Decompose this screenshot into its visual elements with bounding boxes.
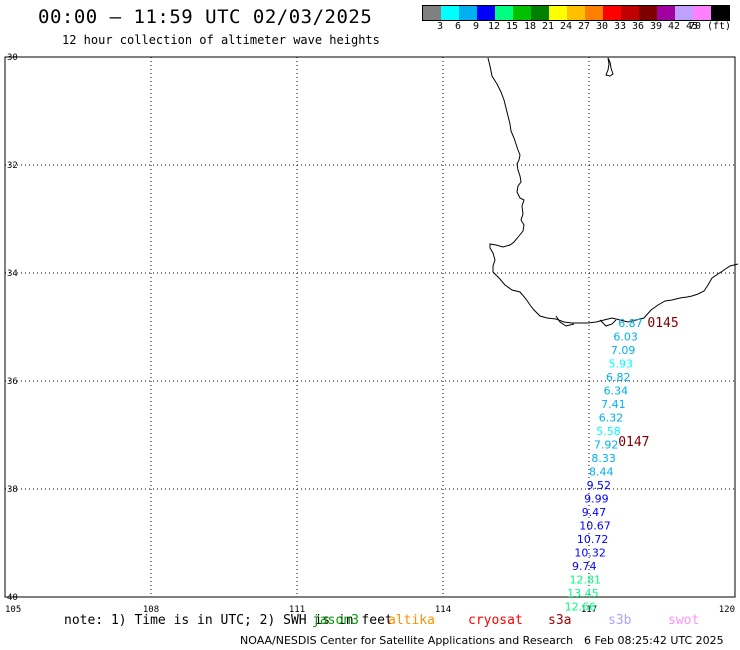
legend-label: 45 <box>685 21 699 32</box>
legend-label: 18 <box>523 21 537 32</box>
legend-swatch <box>711 6 729 20</box>
legend-swatch <box>693 6 711 20</box>
map-frame <box>4 56 736 598</box>
wave-height-value: 9.99 <box>584 493 609 506</box>
coastline <box>487 57 739 324</box>
wave-height-value: 6.32 <box>599 412 624 425</box>
wave-height-value: 10.32 <box>574 547 606 560</box>
legend-label: 9 <box>472 21 480 32</box>
legend-swatch <box>549 6 567 20</box>
lat-tick-label: 30 <box>7 53 18 63</box>
legend-label: 24 <box>559 21 573 32</box>
legend-swatch <box>639 6 657 20</box>
wave-height-value: 9.47 <box>582 506 607 519</box>
legend-label: 3 <box>436 21 444 32</box>
lat-tick-label: 38 <box>7 485 18 495</box>
legend-label: 36 <box>631 21 645 32</box>
island-outline <box>605 57 614 77</box>
wave-height-value: 5.58 <box>596 425 621 438</box>
lat-tick-label: 34 <box>7 269 18 279</box>
lon-tick-label: 120 <box>719 605 735 615</box>
satellite-jason3-label: jason3 <box>312 613 359 628</box>
satellite-altika-label: altika <box>388 613 435 628</box>
wave-height-value: 6.82 <box>606 371 631 384</box>
map-grid <box>4 56 736 598</box>
wave-height-value: 13.45 <box>567 587 599 600</box>
credit-text: NOAA/NESDIS Center for Satellite Applica… <box>240 634 574 647</box>
coastline-inlet <box>555 315 617 327</box>
legend-label: 12 <box>487 21 501 32</box>
legend-swatch <box>603 6 621 20</box>
lon-tick-label: 111 <box>289 605 305 615</box>
wave-height-value: 10.67 <box>579 520 611 533</box>
lon-tick-label: 114 <box>435 605 451 615</box>
wave-height-value: 8.33 <box>591 452 616 465</box>
wave-height-value: 6.34 <box>604 385 629 398</box>
track-time-label: 0147 <box>618 435 649 450</box>
wave-height-labels: 6.876.037.095.936.826.347.416.325.587.92… <box>565 317 643 614</box>
page-subtitle: 12 hour collection of altimeter wave hei… <box>62 33 380 47</box>
satellite-s3b-label: s3b <box>608 613 632 628</box>
legend-label: 21 <box>541 21 555 32</box>
wave-height-value: 6.03 <box>613 331 638 344</box>
satellite-cryosat-label: cryosat <box>468 613 523 628</box>
wave-height-value: 5.93 <box>608 358 633 371</box>
color-legend-labels: 3 6 9 12 15 18 21 24 27 30 33 36 39 42 45 70 (ft) <box>422 21 740 33</box>
axis-ticks: 30 32 34 36 38 40 105 108 111 114 117 120 <box>5 53 735 615</box>
satellite-s3a-label: s3a <box>548 613 572 628</box>
legend-swatch <box>657 6 675 20</box>
wave-height-value: 9.52 <box>587 479 612 492</box>
legend-swatch <box>567 6 585 20</box>
wave-height-value: 9.74 <box>572 560 597 573</box>
color-legend <box>422 5 730 21</box>
legend-swatch <box>675 6 693 20</box>
track-time-labels: 0145 0147 <box>618 316 679 450</box>
legend-label: 6 <box>454 21 462 32</box>
lat-tick-label: 32 <box>7 161 18 171</box>
lat-tick-label: 36 <box>7 377 18 387</box>
lat-tick-label: 40 <box>7 593 18 603</box>
wave-height-value: 7.09 <box>611 344 636 357</box>
legend-swatch <box>495 6 513 20</box>
legend-swatch <box>477 6 495 20</box>
legend-label: 30 <box>595 21 609 32</box>
wave-height-value: 8.44 <box>589 466 614 479</box>
wave-height-value: 12.81 <box>570 574 602 587</box>
legend-swatch <box>531 6 549 20</box>
wave-height-value: 7.92 <box>594 439 619 452</box>
page-title: 00:00 – 11:59 UTC 02/03/2025 <box>38 6 373 28</box>
legend-swatch <box>423 6 441 20</box>
satellite-swot-label: swot <box>668 613 700 628</box>
lon-tick-label: 117 <box>581 605 597 615</box>
legend-swatch <box>621 6 639 20</box>
units-note: note: 1) Time is in UTC; 2) SWH is in fe… <box>64 613 393 628</box>
lon-tick-label: 108 <box>143 605 159 615</box>
legend-label: 27 <box>577 21 591 32</box>
legend-label: 39 <box>649 21 663 32</box>
legend-swatch <box>441 6 459 20</box>
wave-height-value: 10.72 <box>577 533 609 546</box>
legend-label: 15 <box>505 21 519 32</box>
legend-swatch <box>513 6 531 20</box>
wave-height-value: 12.66 <box>565 601 597 614</box>
wave-height-value: 6.87 <box>618 317 643 330</box>
legend-label: 42 <box>667 21 681 32</box>
legend-swatch <box>585 6 603 20</box>
footer-timestamp: 6 Feb 08:25:42 UTC 2025 <box>584 634 724 647</box>
lon-tick-label: 105 <box>5 605 21 615</box>
legend-label: 33 <box>613 21 627 32</box>
wave-height-value: 7.41 <box>601 398 626 411</box>
track-time-label: 0145 <box>647 316 678 331</box>
legend-label: 70 (ft) <box>688 21 732 32</box>
legend-swatch <box>459 6 477 20</box>
